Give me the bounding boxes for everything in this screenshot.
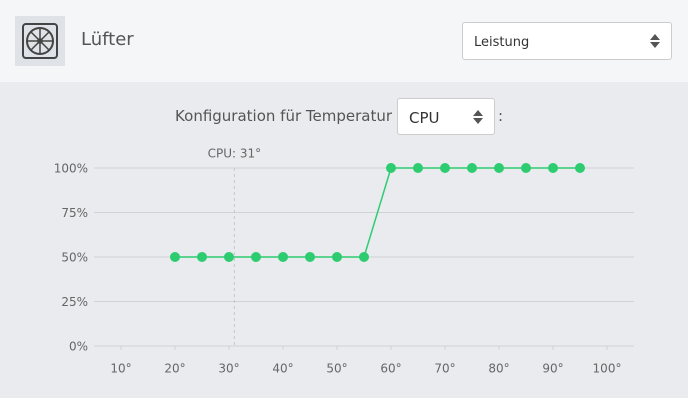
x-tick-label: 30° [218,362,239,376]
curve-point [332,252,342,262]
annotation-label: CPU: 31° [208,147,262,161]
x-tick-label: 90° [542,362,563,376]
bottom-edge [0,398,688,403]
x-tick-label: 100° [593,362,622,376]
sensor-select-value: CPU [409,109,440,127]
config-suffix: : [498,107,504,125]
curve-point [521,163,531,173]
x-tick-label: 60° [380,362,401,376]
y-tick-label: 50% [61,251,88,265]
fan-icon [15,16,65,66]
curve-point [170,252,180,262]
x-tick-label: 40° [272,362,293,376]
curve-point [278,252,288,262]
curve-point [386,163,396,173]
select-arrows [473,109,483,124]
curve-point [305,252,315,262]
y-tick-label: 25% [61,295,88,309]
page-title: Lüfter [81,29,134,50]
sensor-select[interactable]: CPU [397,98,495,135]
fan-curve [175,167,580,258]
curve-point [575,163,585,173]
select-arrows [650,34,660,48]
curve-point [440,163,450,173]
curve-point [494,163,504,173]
curve-point [467,163,477,173]
curve-point [224,252,234,262]
y-tick-label: 100% [54,162,88,176]
x-tick-label: 70° [434,362,455,376]
curve-point [548,163,558,173]
curve-point [251,252,261,262]
config-label: Konfiguration für Temperatur [175,107,392,125]
header: Lüfter Leistung [0,0,688,82]
fan-glyph [22,23,58,59]
x-tick-label: 80° [488,362,509,376]
curve-point [197,252,207,262]
y-tick-label: 75% [61,206,88,220]
mode-select[interactable]: Leistung [462,22,672,60]
curve-point [359,252,369,262]
x-tick-label: 50° [326,362,347,376]
x-tick-label: 20° [164,362,185,376]
mode-select-value: Leistung [474,35,530,50]
y-tick-label: 0% [69,340,88,354]
curve-point [413,163,423,173]
x-tick-label: 10° [110,362,131,376]
